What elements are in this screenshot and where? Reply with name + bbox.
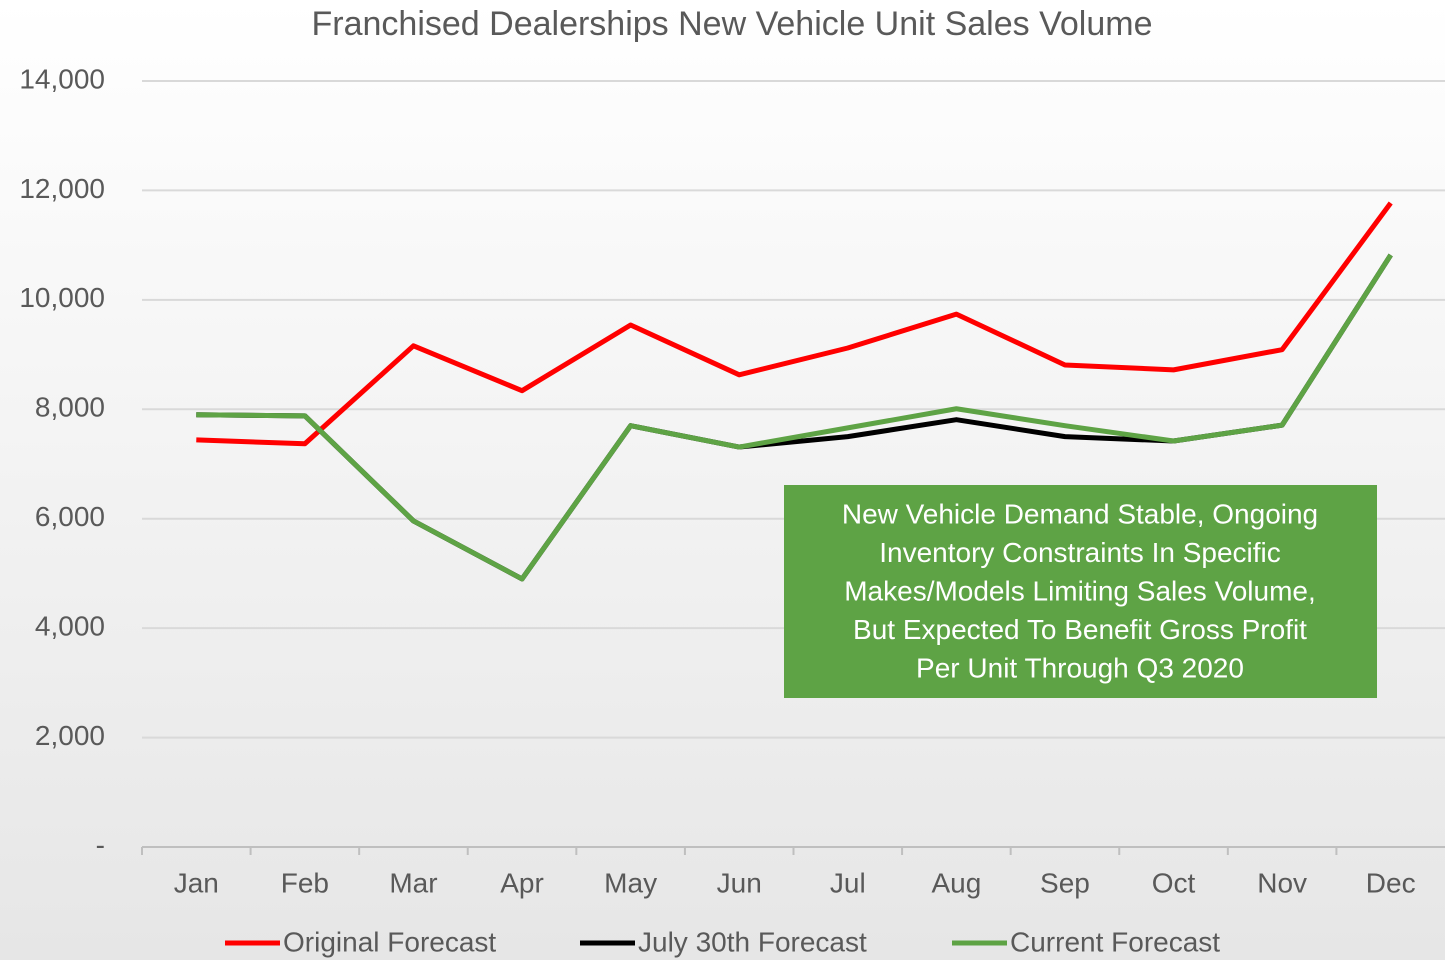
y-tick-label: 14,000 [19, 63, 105, 94]
x-tick-label: May [604, 867, 657, 898]
annotation-text: Inventory Constraints In Specific [879, 537, 1281, 568]
annotation-text: Makes/Models Limiting Sales Volume, [844, 575, 1316, 606]
legend-label: Current Forecast [1010, 926, 1220, 957]
x-tick-label: Oct [1152, 867, 1196, 898]
annotation-box [784, 485, 1377, 698]
y-tick-label: 4,000 [35, 611, 105, 642]
y-tick-label: 6,000 [35, 501, 105, 532]
x-tick-label: Jun [717, 867, 762, 898]
series-line [196, 201, 1393, 447]
annotation-text: But Expected To Benefit Gross Profit [853, 614, 1307, 645]
x-tick-label: Feb [281, 867, 329, 898]
x-tick-label: Dec [1366, 867, 1416, 898]
x-tick-label: Mar [389, 867, 437, 898]
x-tick-label: Jul [830, 867, 866, 898]
x-tick-label: Sep [1040, 867, 1090, 898]
y-tick-label: 8,000 [35, 392, 105, 423]
legend-label: Original Forecast [283, 926, 496, 957]
legend-label: July 30th Forecast [638, 926, 867, 957]
x-tick-label: Apr [500, 867, 544, 898]
x-tick-label: Nov [1257, 867, 1307, 898]
annotation-text: New Vehicle Demand Stable, Ongoing [842, 498, 1318, 529]
y-tick-label: - [96, 829, 105, 860]
y-tick-label: 10,000 [19, 282, 105, 313]
x-tick-label: Jan [174, 867, 219, 898]
y-tick-label: 12,000 [19, 173, 105, 204]
series-line [196, 253, 1393, 582]
x-tick-label: Aug [931, 867, 981, 898]
chart-title: Franchised Dealerships New Vehicle Unit … [312, 5, 1153, 43]
y-tick-label: 2,000 [35, 720, 105, 751]
annotation-text: Per Unit Through Q3 2020 [916, 652, 1244, 683]
